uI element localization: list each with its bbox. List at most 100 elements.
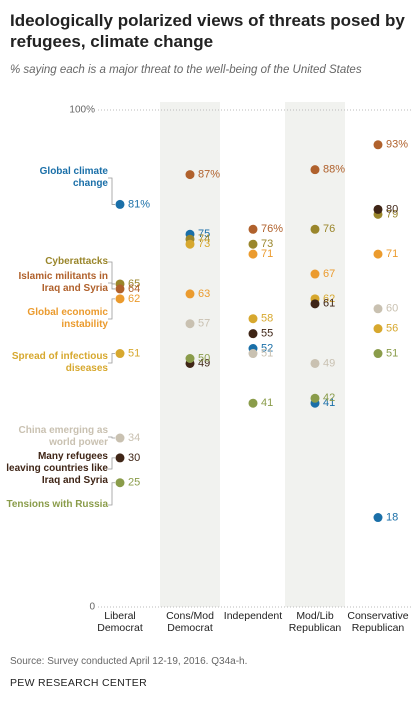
value-label: 81% (128, 198, 150, 210)
y-tick-label: 0 (89, 602, 95, 613)
value-label: 73 (261, 238, 273, 250)
value-label: 88% (323, 164, 345, 176)
value-label: 25 (128, 477, 140, 489)
dot (248, 329, 258, 339)
value-label: 76% (261, 223, 283, 235)
value-label: 67 (323, 268, 335, 280)
dot (115, 478, 125, 488)
value-label: 64 (128, 283, 140, 295)
source: Source: Survey conducted April 12-19, 20… (10, 656, 248, 667)
value-label: 49 (198, 357, 210, 369)
value-label: 62 (323, 293, 335, 305)
legend-label: Global economic instability (27, 307, 108, 330)
value-label: 55 (261, 328, 273, 340)
connector (108, 482, 115, 506)
value-label: 62 (128, 293, 140, 305)
dot (373, 349, 383, 359)
dot (310, 165, 320, 175)
dot (310, 224, 320, 234)
dot (310, 393, 320, 403)
value-label: 87% (198, 169, 220, 181)
value-label: 71 (261, 248, 273, 260)
dot (373, 140, 383, 150)
value-label: 51 (261, 347, 273, 359)
dot (310, 358, 320, 368)
value-label: 57 (198, 318, 210, 330)
connector (108, 261, 115, 285)
title: Ideologically polarized views of threats… (10, 11, 405, 51)
value-label: 51 (128, 347, 140, 359)
dot (373, 513, 383, 523)
value-label: 51 (386, 347, 398, 359)
dot (185, 170, 195, 180)
legend-label: Global climate change (39, 166, 108, 189)
dot (185, 289, 195, 299)
dot (185, 319, 195, 329)
value-label: 93% (386, 139, 408, 151)
value-label: 41 (323, 397, 335, 409)
value-label: 61 (323, 298, 335, 310)
value-label: 30 (128, 452, 140, 464)
value-label: 79 (386, 208, 398, 220)
legend-label: Many refugees leaving countries like Ira… (6, 451, 108, 486)
legend-label: China emerging as world power (18, 425, 108, 448)
connector (108, 282, 115, 290)
x-tick-label: Independent (223, 610, 283, 622)
dot (373, 304, 383, 314)
y-tick-label: 100% (69, 105, 95, 116)
x-tick-label: Conservative Republican (347, 610, 409, 634)
value-label: 50 (198, 352, 210, 364)
dot (115, 433, 125, 443)
dot (373, 204, 383, 214)
value-label: 41 (261, 397, 273, 409)
legend-label: Cyberattacks (45, 256, 108, 267)
connector (108, 436, 115, 439)
connector (108, 177, 115, 205)
dot (310, 299, 320, 309)
x-tick-label: Liberal Democrat (97, 610, 143, 634)
connector (108, 298, 115, 320)
dot (310, 269, 320, 279)
dot (115, 349, 125, 359)
dot (248, 239, 258, 249)
dot (185, 354, 195, 363)
subtitle: % saying each is a major threat to the w… (10, 64, 362, 76)
dot (248, 249, 258, 259)
value-label: 56 (386, 323, 398, 335)
dot (248, 314, 258, 324)
dot (248, 224, 258, 234)
legend-label: Tensions with Russia (6, 499, 109, 510)
value-label: 52 (261, 342, 273, 354)
value-label: 63 (198, 288, 210, 300)
dot (248, 349, 258, 359)
dot (185, 239, 195, 249)
dot (373, 249, 383, 259)
column-shade (285, 102, 345, 607)
connector (108, 457, 115, 470)
legend-label: Islamic militants in Iraq and Syria (18, 271, 108, 294)
dot (115, 284, 125, 294)
dot (248, 398, 258, 408)
value-label: 34 (128, 432, 140, 444)
value-label: 49 (323, 357, 335, 369)
dot (115, 294, 125, 304)
value-label: 74 (198, 233, 210, 245)
footer: PEW RESEARCH CENTER (10, 677, 147, 689)
legend-label: Spread of infectious diseases (11, 351, 108, 374)
x-tick-label: Mod/Lib Republican (288, 610, 342, 634)
value-label: 76 (323, 223, 335, 235)
value-label: 75 (198, 228, 210, 240)
value-label: 18 (386, 511, 398, 523)
dot (115, 453, 125, 463)
x-tick-label: Cons/Mod Democrat (166, 610, 214, 634)
value-label: 80 (386, 203, 398, 215)
value-label: 58 (261, 313, 273, 325)
value-label: 71 (386, 248, 398, 260)
value-label: 42 (323, 392, 335, 404)
dot (115, 199, 125, 209)
connector (108, 353, 115, 364)
value-label: 73 (198, 238, 210, 250)
value-label: 65 (128, 278, 140, 290)
